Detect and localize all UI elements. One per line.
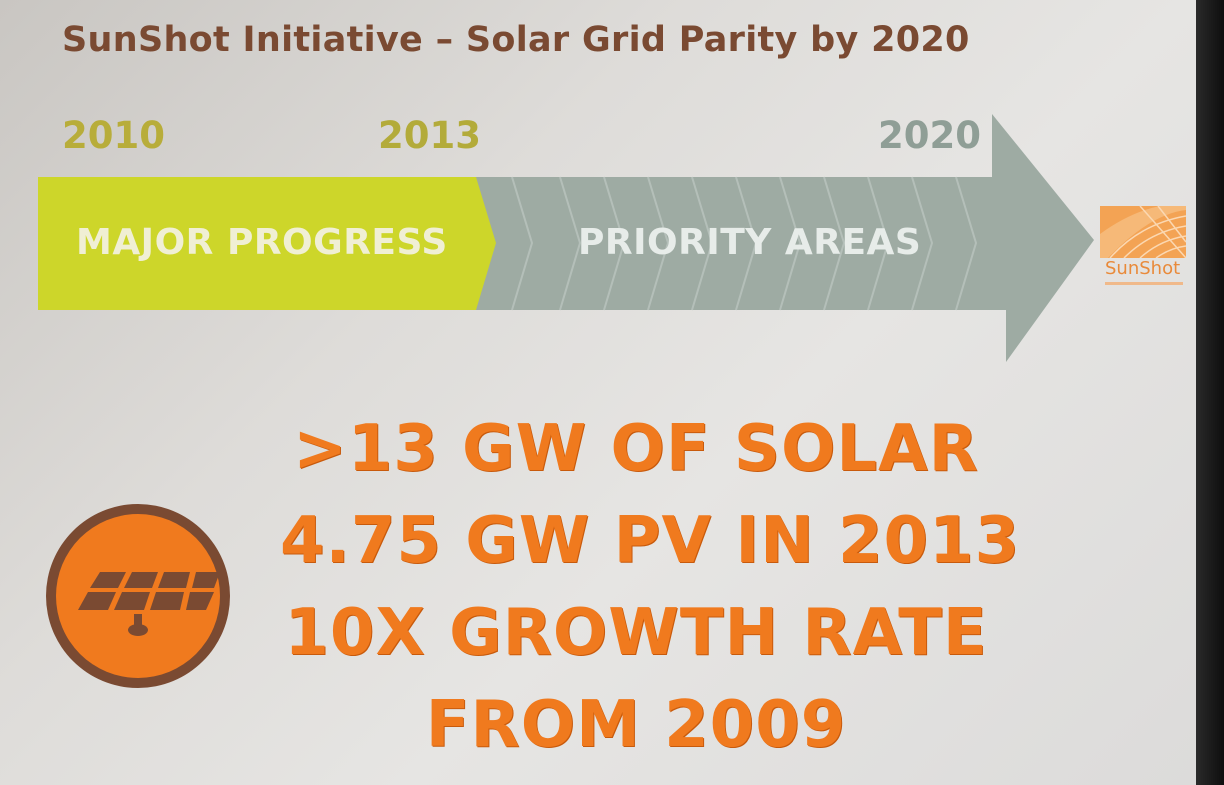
sunshot-logo-text: SunShot (1105, 258, 1181, 279)
stat-solar-capacity: >13 GW OF SOLAR (293, 412, 979, 486)
stat-growth-rate: 10X GROWTH RATE (284, 596, 988, 670)
screen-bezel (1196, 0, 1224, 785)
priority-areas-arrow (470, 114, 1094, 362)
stat-from-2009: FROM 2009 (425, 688, 847, 762)
stat-pv-2013: 4.75 GW PV IN 2013 (280, 504, 1021, 578)
year-label-2013: 2013 (378, 114, 481, 157)
chevron-stripes (511, 176, 978, 311)
major-progress-label: MAJOR PROGRESS (76, 222, 448, 263)
sunshot-logo: SunShot (1098, 204, 1190, 290)
timeline-arrow (38, 114, 1094, 362)
major-progress-bar (38, 177, 496, 310)
priority-areas-label: PRIORITY AREAS (578, 222, 922, 263)
slide-title: SunShot Initiative – Solar Grid Parity b… (62, 20, 970, 60)
logo-tagline-line (1105, 282, 1183, 285)
sunshot-logo-mark (1100, 205, 1186, 258)
year-label-2010: 2010 (62, 114, 165, 157)
presentation-slide: SunShot Initiative – Solar Grid Parity b… (0, 0, 1196, 785)
solar-panel-icon (46, 504, 230, 688)
year-label-2020: 2020 (878, 114, 981, 157)
